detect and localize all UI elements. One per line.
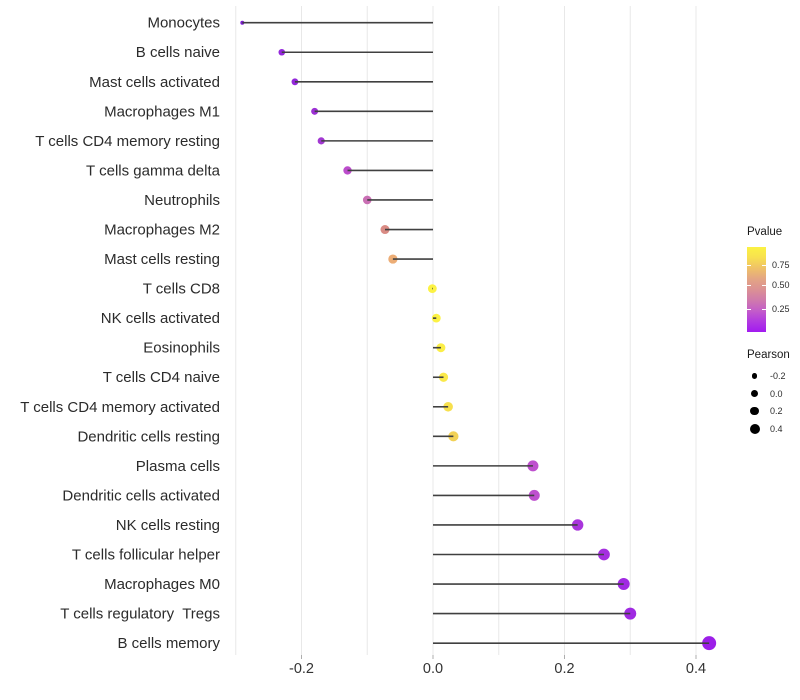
y-axis-label: Mast cells activated [89, 74, 220, 91]
y-axis-label: T cells CD4 memory resting [35, 133, 220, 150]
pearson-legend-label: -0.2 [770, 371, 786, 381]
x-tick-label: 0.4 [686, 661, 706, 677]
pvalue-legend-title: Pvalue [747, 226, 783, 238]
y-axis-label: T cells CD4 naive [103, 369, 220, 386]
pvalue-colorbar-tick-label: 0.25 [772, 304, 790, 314]
pearson-legend-item: 0.2 [747, 402, 800, 420]
y-axis-label: B cells naive [136, 44, 220, 61]
y-axis-label: Macrophages M0 [104, 576, 220, 593]
pearson-legend-item: 0.4 [747, 420, 800, 438]
pvalue-colorbar-tick [747, 285, 751, 286]
y-axis-label: Plasma cells [136, 458, 220, 475]
y-axis-label: Dendritic cells activated [62, 487, 220, 504]
pearson-legend-dot [750, 406, 759, 416]
pvalue-colorbar-tick-label: 0.50 [772, 280, 790, 290]
pearson-legend-item: -0.2 [747, 367, 800, 385]
pearson-legend-label: 0.2 [770, 406, 783, 416]
pvalue-colorbar-tick [747, 265, 751, 266]
pearson-legend: Pearson -0.2 0.0 0.2 0.4 [747, 349, 800, 449]
pearson-legend-label: 0.4 [770, 423, 783, 434]
y-axis-label: Macrophages M2 [104, 222, 220, 239]
pearson-legend-dot [750, 389, 759, 398]
lollipop-dot [343, 166, 352, 175]
pearson-legend-dot [751, 373, 758, 379]
pearson-legend-title: Pearson [747, 349, 790, 361]
y-axis-label: T cells CD4 memory activated [20, 399, 220, 416]
pvalue-colorbar [747, 247, 766, 332]
y-axis-label: T cells regulatory Tregs [60, 606, 220, 623]
x-tick-label: -0.2 [289, 661, 314, 677]
y-axis-label: Monocytes [147, 15, 220, 32]
y-axis-label: Mast cells resting [104, 251, 220, 268]
y-axis-label: T cells CD8 [143, 281, 220, 298]
x-tick-label: 0.2 [554, 661, 574, 677]
pearson-legend-dot [749, 423, 760, 434]
y-axis-label: NK cells activated [101, 310, 220, 327]
y-axis-label: T cells gamma delta [86, 162, 221, 179]
pvalue-colorbar-tick-label: 0.75 [772, 260, 790, 270]
y-axis-label: B cells memory [117, 635, 220, 652]
y-axis-label: Eosinophils [143, 340, 220, 357]
pvalue-colorbar-tick [762, 285, 766, 286]
y-axis-label: Dendritic cells resting [77, 428, 220, 445]
y-axis-label: Macrophages M1 [104, 103, 220, 120]
y-axis-label: NK cells resting [116, 517, 220, 534]
pvalue-colorbar-tick [762, 309, 766, 310]
y-axis-label: T cells follicular helper [72, 547, 220, 564]
pearson-legend-item: 0.0 [747, 385, 800, 403]
pvalue-legend: Pvalue 0.75 0.50 0.25 [747, 226, 800, 336]
pvalue-colorbar-tick [747, 309, 751, 310]
x-tick-label: 0.0 [423, 661, 443, 677]
pearson-legend-label: 0.0 [770, 388, 783, 399]
pvalue-colorbar-tick [762, 265, 766, 266]
y-axis-label: Neutrophils [144, 192, 220, 209]
